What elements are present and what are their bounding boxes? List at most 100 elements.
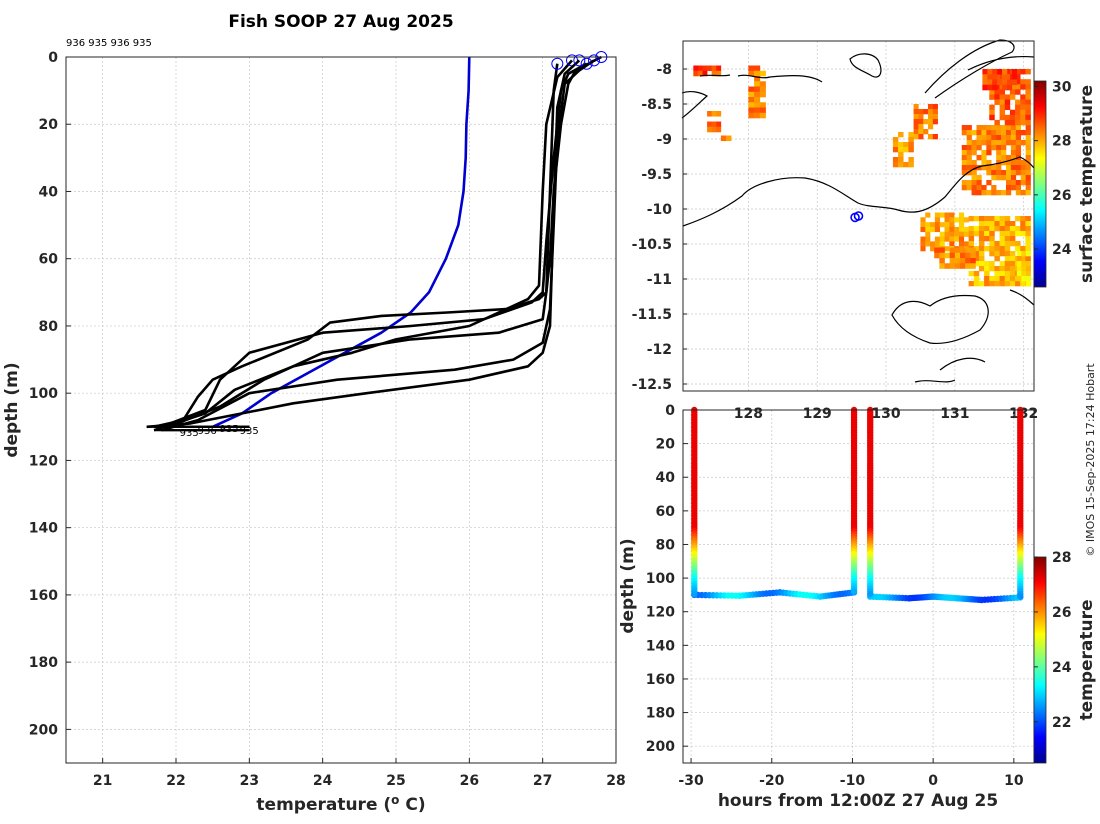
map-sst-cell: [1025, 109, 1031, 116]
map-sst-cell: [996, 175, 1002, 181]
map-sst-cell: [1025, 231, 1031, 237]
profile-y-tick-label: 180: [29, 655, 58, 671]
map-sst-cell: [966, 130, 972, 136]
map-sst-cell: [994, 216, 1000, 222]
section-y-tick-label: 0: [665, 403, 675, 419]
map-sst-cell: [989, 221, 995, 227]
profile-cast-line: [168, 63, 559, 429]
map-sst-cell: [697, 70, 703, 77]
map-sst-cell: [994, 256, 1000, 262]
profile-x-tick-label: 26: [460, 773, 479, 789]
map-sst-cell: [913, 129, 919, 135]
map-sst-cell: [991, 190, 997, 196]
section-x-tick-label: 10: [1004, 773, 1024, 789]
profile-y-tick-label: 0: [48, 50, 58, 66]
map-sst-cell: [1025, 241, 1031, 247]
map-sst-cell: [707, 121, 712, 128]
map-sst-cell: [934, 217, 941, 223]
map-sst-cell: [748, 107, 755, 114]
map-sst-cell: [965, 263, 971, 269]
map-sst-cell: [1015, 246, 1021, 252]
map-sst-cell: [991, 130, 997, 136]
map-sst-cell: [1025, 190, 1031, 196]
map-sst-cell: [961, 170, 967, 176]
map-sst-cell: [920, 241, 926, 247]
map-sst-cell: [697, 65, 703, 72]
map-sst-cell: [1020, 256, 1026, 262]
map-sst-cell: [913, 114, 919, 120]
map-sst-cell: [991, 175, 997, 181]
map-sst-cell: [754, 91, 761, 98]
map-x-tick-label: 131: [940, 406, 969, 422]
map-sst-cell: [1015, 125, 1022, 131]
profile-x-tick-label: 22: [166, 773, 185, 789]
profile-grid: [66, 56, 617, 763]
map-sst-cell: [949, 222, 955, 228]
map-sst-cell: [968, 241, 975, 247]
map-sst-cell: [1001, 155, 1007, 161]
map-sst-cell: [1021, 271, 1027, 277]
map-sst-cell: [748, 112, 755, 119]
map-sst-cell: [976, 175, 982, 181]
map-sst-cell: [954, 258, 961, 264]
sst-map: -8 -8.5 -9 -9.5 -10 -10.5 -11 -11.5 -12 -12.5 128…: [632, 39, 1097, 422]
map-sst-cell: [1025, 140, 1031, 146]
map-sst-cell: [991, 135, 997, 141]
map-sst-cell: [1005, 160, 1012, 166]
map-sst-cell: [1025, 175, 1031, 181]
map-sst-cell: [965, 258, 971, 264]
map-sst-cell: [971, 150, 977, 156]
map-sst-cell: [1025, 251, 1031, 257]
map-sst-cell: [925, 226, 931, 233]
map-sst-cell: [920, 226, 926, 233]
map-sst-cell: [716, 121, 722, 128]
map-sst-cell: [994, 99, 1000, 105]
map-sst-cell: [1025, 155, 1031, 161]
map-sst-cell: [934, 222, 941, 228]
map-sst-cell: [748, 70, 755, 77]
map-sst-cell: [1020, 170, 1026, 176]
map-sst-cell: [1020, 180, 1026, 186]
profile-climatology-line: [212, 56, 471, 428]
map-sst-cell: [720, 135, 727, 142]
map-sst-cell: [892, 137, 899, 143]
map-sst-cell: [994, 271, 1000, 277]
map-sst-cell: [1004, 256, 1011, 262]
map-y-tick-label: -10.5: [632, 237, 672, 253]
map-sst-cell: [981, 125, 987, 131]
map-sst-cell: [925, 241, 931, 247]
map-sst-cell: [1020, 216, 1026, 222]
map-sst-cell: [1004, 276, 1011, 282]
map-sst-cell: [966, 145, 972, 151]
map-sst-cell: [1025, 276, 1031, 282]
map-sst-cell: [997, 69, 1003, 75]
map-sst-cell: [999, 236, 1006, 242]
map-sst-cell: [1025, 216, 1031, 222]
map-sst-cell: [996, 130, 1002, 136]
map-sst-cell: [920, 246, 926, 252]
map-sst-cell: [973, 271, 980, 277]
profile-x-tick-label: 23: [240, 773, 259, 789]
map-sst-cell: [1009, 261, 1016, 267]
map-sst-cell: [960, 258, 966, 264]
map-sst-cell: [1016, 271, 1022, 277]
section-y-label: depth (m): [618, 538, 638, 633]
map-sst-cell: [1025, 226, 1031, 232]
map-sst-cell: [903, 147, 909, 153]
map-sst-cell: [1009, 221, 1016, 227]
map-sst-cell: [1025, 236, 1031, 242]
map-sst-cell: [1020, 221, 1026, 227]
map-sst-cell: [711, 126, 717, 133]
map-sst-cell: [963, 217, 969, 223]
map-sst-cell: [702, 65, 708, 72]
map-sst-cell: [971, 175, 977, 181]
map-sst-cell: [994, 221, 1000, 227]
map-sst-cell: [1015, 185, 1022, 191]
credit-text: © IMOS 15-Sep-2025 17:24 Hobart: [1084, 363, 1097, 557]
map-sst-cell: [1020, 84, 1026, 90]
map-sst-cell: [994, 226, 1000, 232]
map-sst-cell: [1025, 84, 1031, 90]
map-sst-cell: [978, 226, 985, 232]
profile-x-tick-label: 28: [606, 773, 625, 789]
